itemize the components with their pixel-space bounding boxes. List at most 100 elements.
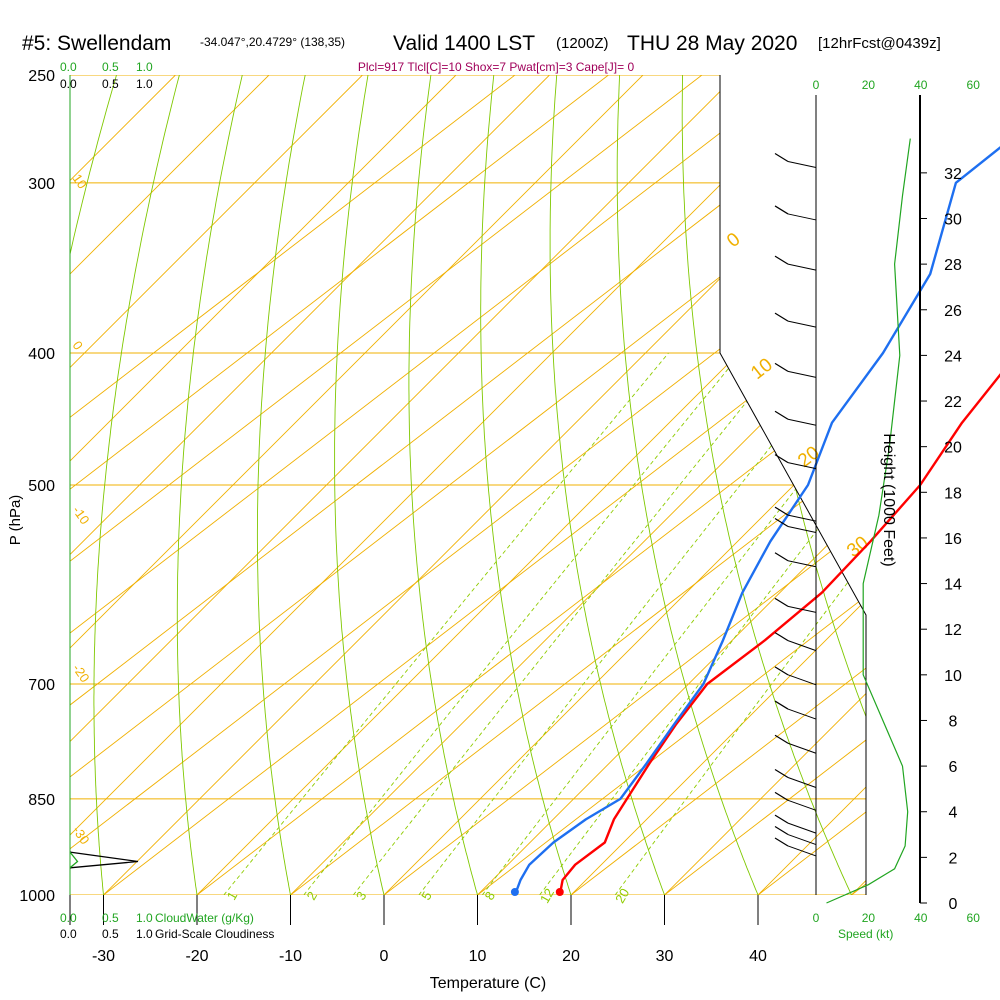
station-coordinates: -34.047°,20.4729° (138,35) [200, 35, 345, 49]
speed-tick-bottom: 0 [813, 911, 820, 925]
cloudiness-tick-top: 1.0 [136, 77, 153, 91]
dewpoint-surface-marker [510, 888, 519, 896]
temperature-tick-label: 30 [656, 948, 674, 965]
dry-adiabat [616, 75, 759, 895]
dry-adiabat [681, 75, 852, 895]
forecast-date: THU 28 May 2020 [627, 32, 797, 55]
pressure-tick-label: 1000 [19, 888, 55, 905]
cloudiness-tick-bottom: 1.0 [136, 927, 153, 941]
height-tick-label: 32 [944, 166, 962, 183]
isotherm-line [477, 75, 866, 895]
height-axis-label: Height (1000 Feet) [880, 433, 897, 566]
mixing-ratio-line [614, 352, 866, 895]
wind-barb-feather [787, 640, 817, 652]
mixing-ratio-label: 1 [224, 889, 241, 903]
dry-adiabat [334, 75, 385, 895]
wind-speed-profile [826, 138, 911, 904]
mixing-ratio-line [418, 352, 846, 895]
speed-tick-top: 0 [813, 78, 820, 92]
height-tick-label: 28 [944, 257, 962, 274]
isotherm-line [383, 75, 866, 895]
wind-barb-feather [787, 320, 817, 328]
wind-barb-staff [774, 205, 789, 215]
sounding-profiles [510, 146, 1000, 896]
isotherm-line [290, 75, 866, 895]
wind-barb-feather [787, 370, 817, 378]
cloudiness-tick-top: 0.0 [60, 77, 77, 91]
wind-barb-feather [787, 514, 817, 522]
wind-barb-feather [787, 799, 817, 811]
isotherm-label: 0 [723, 229, 744, 252]
cloud-water-profile [69, 851, 79, 869]
height-tick-label: 14 [944, 577, 962, 594]
cloud-water-tick-top: 0.5 [102, 60, 119, 74]
wind-barb-staff [774, 814, 789, 824]
isotherm-label: 0 [70, 338, 86, 353]
cloud-water-tick-top: 1.0 [136, 60, 153, 74]
isotherm-line [70, 75, 620, 895]
height-tick-label: 10 [944, 668, 962, 685]
cloud-water-tick-top: 0.0 [60, 60, 77, 74]
wind-barb-feather [787, 845, 817, 857]
isotherm-line [103, 75, 866, 895]
pressure-tick-label: 250 [28, 68, 55, 85]
wind-barb-feather [787, 834, 817, 846]
wind-barb-staff [774, 632, 789, 642]
cloudiness-tick-bottom: 0.0 [60, 927, 77, 941]
forecast-hour: [12hrFcst@0439z] [818, 35, 941, 52]
dewpoint-profile [513, 146, 1000, 896]
wind-barb-staff [774, 837, 789, 847]
isotherm-line [570, 75, 866, 895]
cloudiness-tick-bottom: 0.5 [102, 927, 119, 941]
temperature-tick-label: 10 [469, 948, 487, 965]
mixing-ratio-line [223, 352, 669, 895]
isotherm-label: 30 [843, 532, 873, 562]
cloud-water-tick-bottom: 0.5 [102, 911, 119, 925]
cloudiness-tick-top: 0.5 [102, 77, 119, 91]
dry-adiabat [408, 75, 478, 895]
isotherm-line [851, 75, 866, 895]
mixing-ratio-line [352, 352, 787, 895]
wind-barb-feather [787, 777, 817, 788]
wind-barb-staff [774, 666, 789, 676]
height-tick-label: 2 [949, 850, 958, 867]
height-tick-label: 20 [944, 440, 962, 457]
wind-barb-staff [774, 768, 789, 779]
isotherm-line [70, 75, 270, 895]
cloudiness-label: Grid-Scale Cloudiness [155, 927, 274, 941]
wind-barb-staff [774, 454, 789, 464]
wind-barb-staff [774, 700, 789, 710]
height-tick-label: 30 [944, 211, 962, 228]
wind-barb-staff [774, 552, 789, 562]
wind-barb-staff [774, 506, 789, 516]
isotherm-line [70, 75, 363, 895]
pressure-tick-label: 700 [28, 677, 55, 694]
isotherm-label: -20 [70, 661, 93, 685]
pressure-axis: 250 300 400 500 700 850 1000 [19, 68, 71, 905]
wind-barb-feather [787, 462, 817, 470]
wind-barb-feather [787, 708, 817, 720]
isotherm-label: 10 [747, 354, 777, 384]
wind-barb-feather [787, 822, 817, 834]
wind-barb-feather [787, 605, 817, 613]
cloud-water-tick-bottom: 1.0 [136, 911, 153, 925]
pressure-axis-label: P (hPa) [7, 495, 24, 546]
valid-time: Valid 1400 LST [393, 32, 535, 55]
height-tick-label: 6 [949, 759, 958, 776]
height-tick-label: 24 [944, 348, 962, 365]
isotherm-line [70, 75, 807, 895]
wind-barb-staff [774, 255, 789, 265]
stability-indices: Plcl=917 Tlcl[C]=10 Shox=7 Pwat[cm]=3 Ca… [358, 60, 635, 74]
wind-barb-staff [774, 312, 789, 322]
isotherm-line [70, 75, 866, 895]
cloud-water-label: CloudWater (g/Kg) [155, 911, 254, 925]
height-tick-label: 4 [949, 805, 958, 822]
wind-barb-feather [787, 526, 817, 534]
height-tick-label: 18 [944, 485, 962, 502]
temperature-tick-label: -20 [185, 948, 208, 965]
speed-tick-bottom: 20 [862, 911, 876, 925]
mixing-ratio-label: 5 [418, 889, 435, 903]
temperature-tick-label: 0 [380, 948, 389, 965]
wind-barb-staff [774, 152, 789, 162]
dry-adiabat [93, 75, 183, 895]
